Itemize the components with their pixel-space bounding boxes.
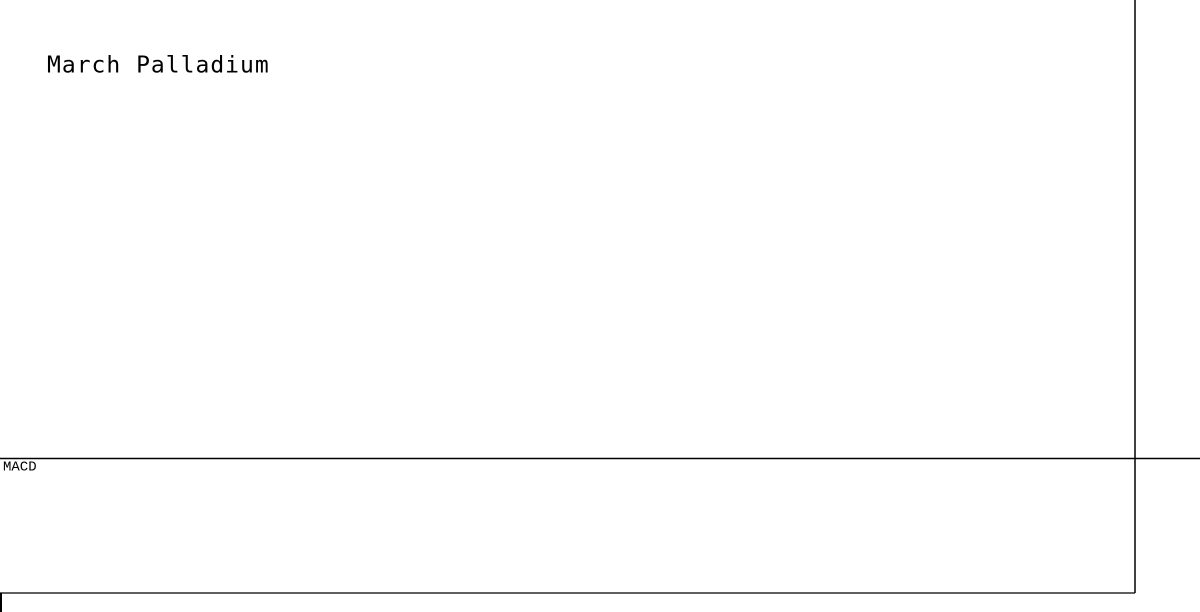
chart-title: March Palladium — [47, 53, 270, 79]
labels: March Palladium MACD — [3, 53, 270, 476]
macd-label: MACD — [3, 460, 37, 476]
